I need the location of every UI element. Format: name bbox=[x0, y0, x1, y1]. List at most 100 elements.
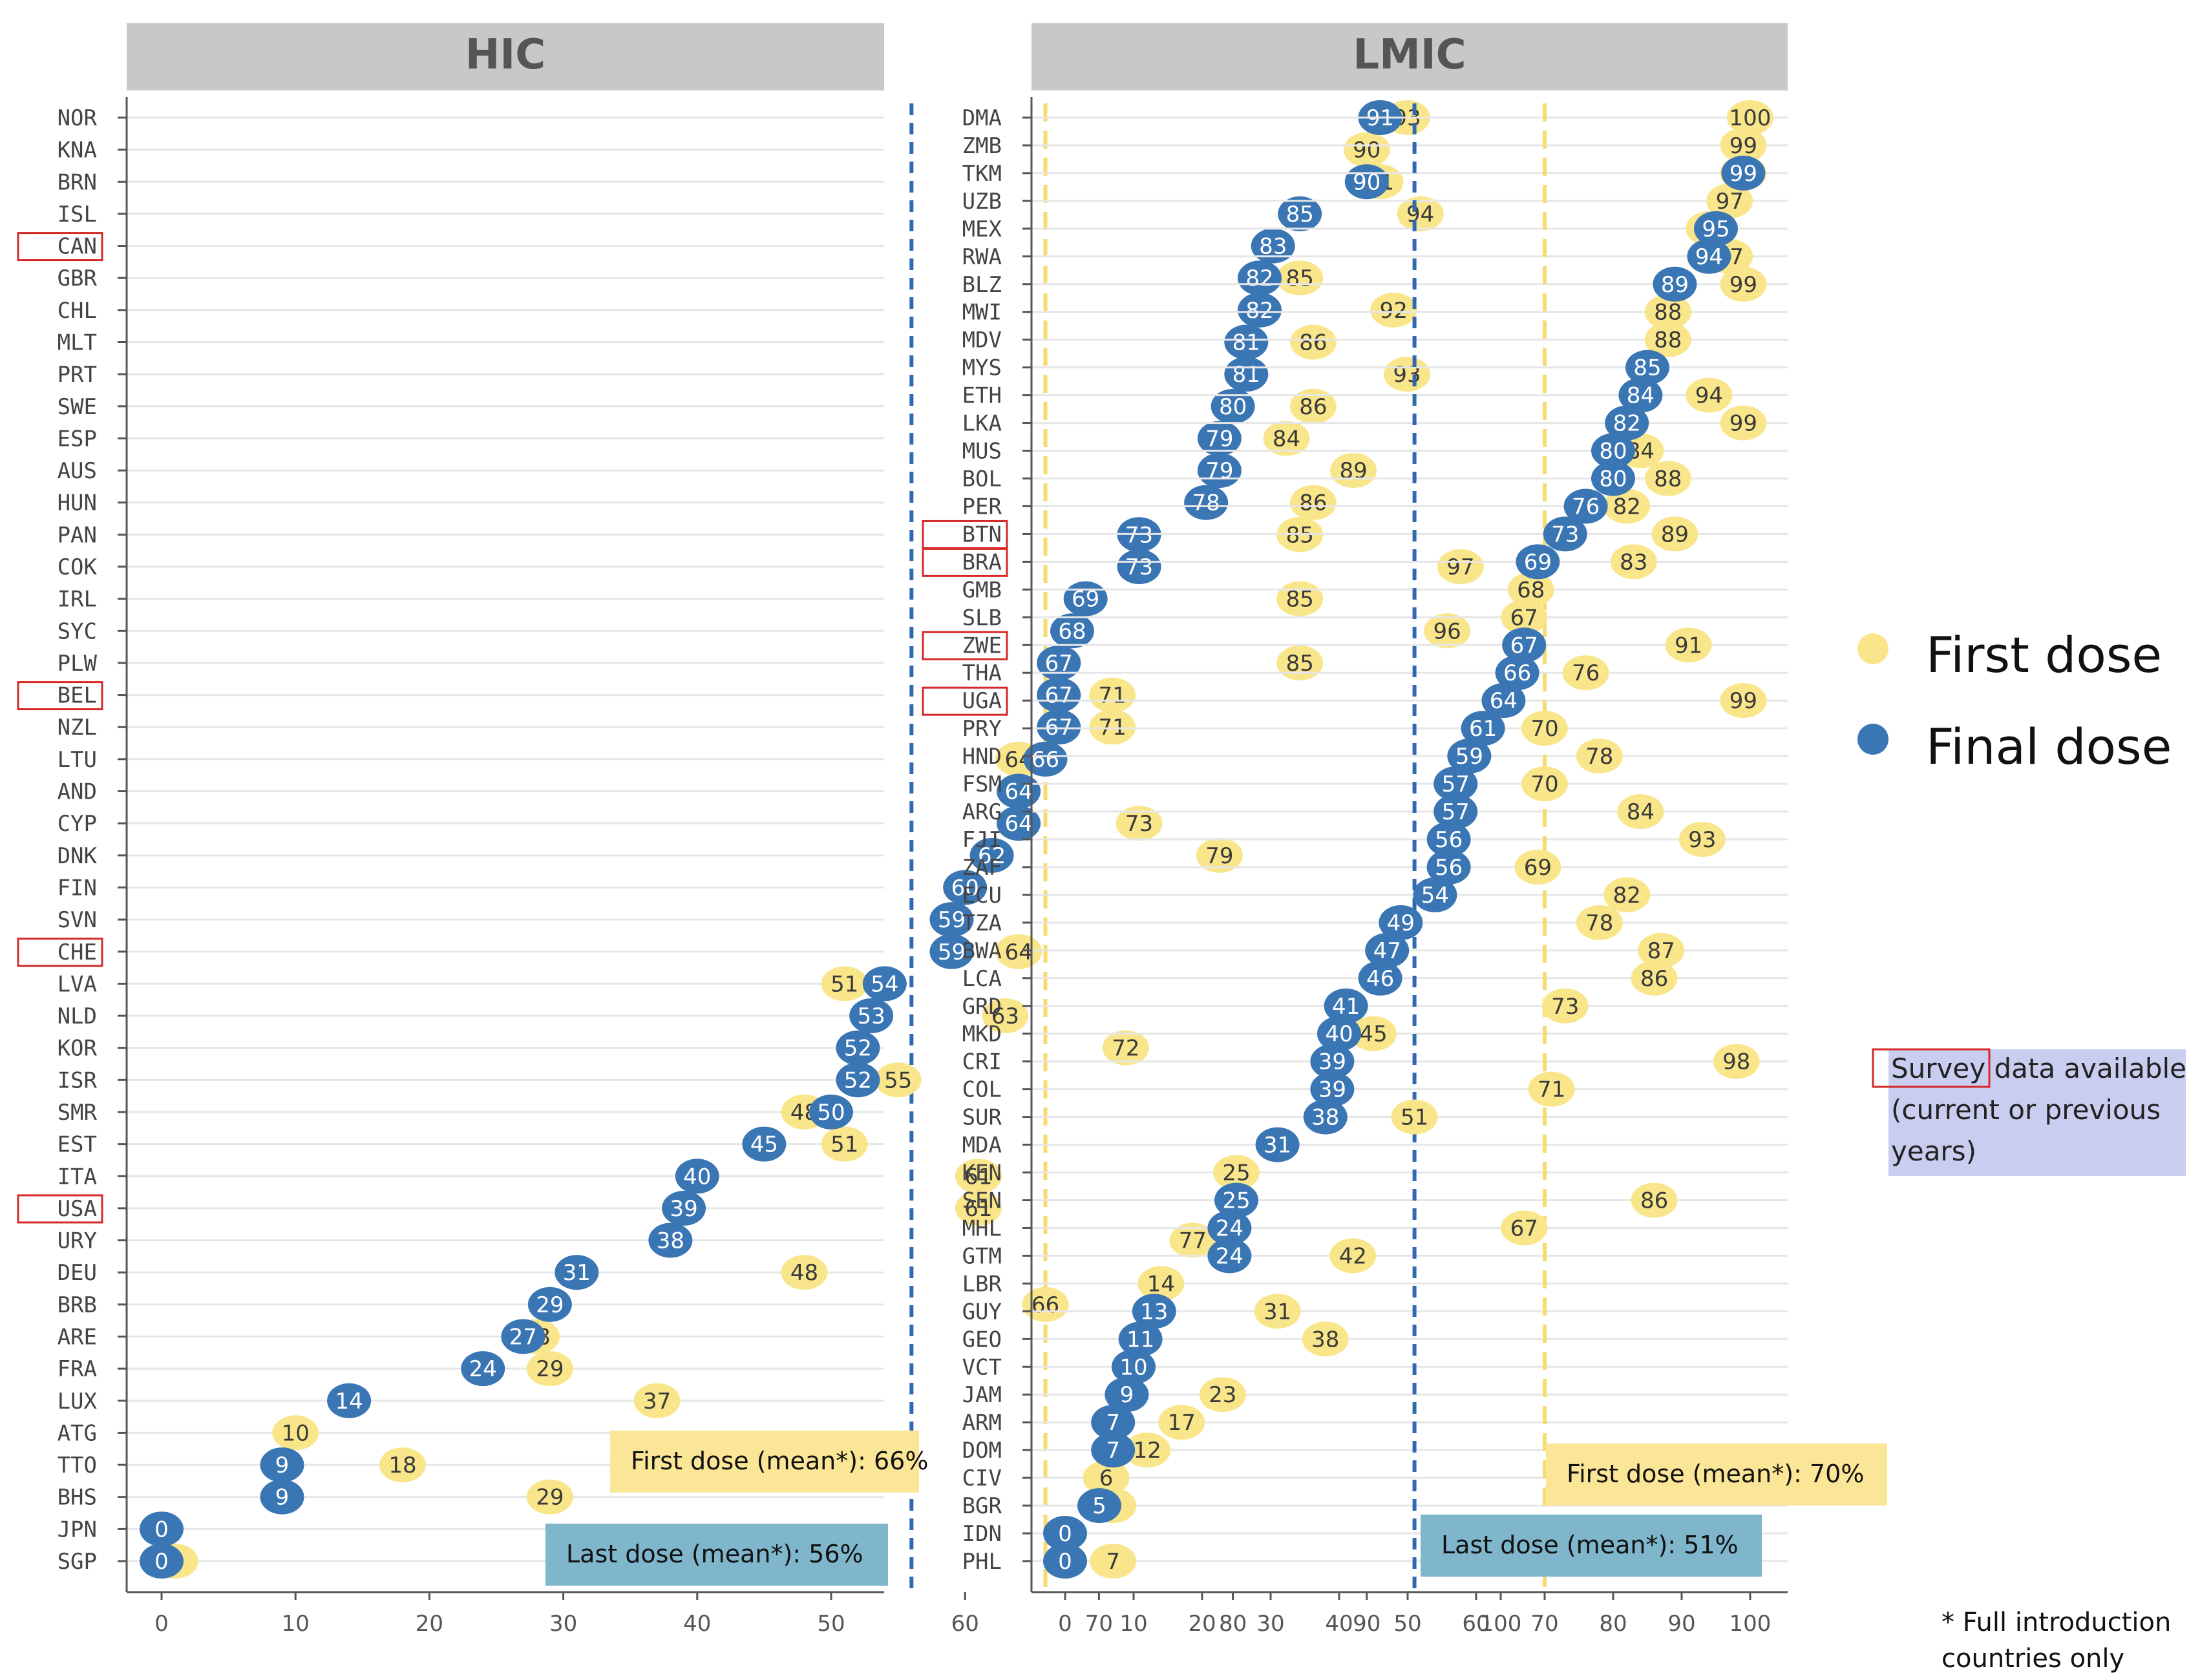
hic-final-dose-value: 50 bbox=[817, 1100, 845, 1126]
lmic-x-tick-label: 70 bbox=[1530, 1611, 1558, 1637]
hic-first-dose-value: 84 bbox=[1273, 426, 1300, 452]
lmic-final-dose-value: 25 bbox=[1222, 1188, 1250, 1214]
hic-final-dose-dot bbox=[836, 1030, 880, 1066]
lmic-final-dose-dot bbox=[1426, 849, 1471, 885]
hic-country-label: FRA bbox=[58, 1356, 97, 1382]
lmic-country-label: ETH bbox=[962, 383, 1002, 409]
hic-first-dose-dot bbox=[526, 1479, 573, 1515]
lmic-country-label: SLB bbox=[962, 605, 1002, 631]
hic-first-dose-value: 18 bbox=[388, 1453, 416, 1478]
hic-country-label: IRL bbox=[58, 587, 97, 613]
hic-first-dose-value: 73 bbox=[1125, 811, 1153, 837]
lmic-first-dose-dot bbox=[1638, 932, 1685, 968]
hic-final-dose-dot bbox=[1117, 549, 1161, 585]
lmic-country-label: GMB bbox=[962, 577, 1002, 603]
lmic-final-dose-value: 24 bbox=[1216, 1243, 1243, 1269]
hic-final-dose-value: 9 bbox=[275, 1453, 290, 1478]
lmic-first-dose-value: 86 bbox=[1640, 1188, 1668, 1214]
lmic-first-dose-value: 83 bbox=[1620, 549, 1647, 575]
lmic-country-label: JAM bbox=[962, 1382, 1002, 1408]
hic-first-dose-dot bbox=[379, 1447, 426, 1483]
lmic-first-dose-value: 69 bbox=[1524, 855, 1552, 881]
hic-final-dose-dot bbox=[1278, 196, 1322, 231]
hic-final-dose-dot bbox=[555, 1255, 599, 1290]
lmic-final-dose-dot bbox=[1433, 794, 1478, 830]
hic-final-dose-value: 31 bbox=[563, 1260, 591, 1286]
lmic-first-dose-dot bbox=[1665, 627, 1712, 663]
lmic-final-dose-value: 64 bbox=[1490, 688, 1518, 714]
lmic-final-dose-value: 80 bbox=[1599, 467, 1627, 492]
lmic-first-dose-dot bbox=[1576, 739, 1623, 774]
lmic-final-dose-value: 40 bbox=[1325, 1022, 1353, 1047]
lmic-final-dose-value: 24 bbox=[1216, 1215, 1243, 1241]
lmic-first-dose-dot bbox=[1644, 322, 1691, 357]
hic-x-tick-label: 100 bbox=[1480, 1611, 1522, 1637]
lmic-country-label: DOM bbox=[962, 1438, 1002, 1464]
lmic-country-label: VCT bbox=[962, 1354, 1002, 1380]
lmic-country-label: SEN bbox=[962, 1188, 1002, 1214]
hic-country-label: NOR bbox=[58, 105, 98, 131]
hic-final-dose-value: 68 bbox=[1058, 618, 1086, 644]
hic-first-dose-dot bbox=[1397, 196, 1444, 231]
lmic-first-dose-value: 23 bbox=[1209, 1382, 1236, 1408]
hic-final-dose-value: 80 bbox=[1219, 394, 1247, 420]
legend-first-dose-label: First dose bbox=[1926, 626, 2162, 684]
lmic-country-label: THA bbox=[962, 660, 1002, 686]
lmic-first-dose-value: 89 bbox=[1661, 521, 1689, 547]
lmic-first-dose-value: 98 bbox=[1722, 1049, 1750, 1075]
hic-final-dose-value: 67 bbox=[1045, 683, 1073, 709]
lmic-final-dose-dot bbox=[1310, 1044, 1355, 1079]
lmic-first-dose-dot bbox=[1090, 1544, 1137, 1579]
hic-final-dose-value: 29 bbox=[536, 1292, 564, 1318]
lmic-final-dose-dot bbox=[1324, 988, 1368, 1024]
hic-final-dose-value: 14 bbox=[335, 1389, 363, 1414]
lmic-country-label: UGA bbox=[962, 688, 1002, 714]
lmic-country-label: GTM bbox=[962, 1243, 1002, 1269]
hic-final-dose-dot bbox=[648, 1223, 693, 1258]
hic-country-label: ISR bbox=[58, 1067, 98, 1093]
lmic-final-dose-value: 11 bbox=[1126, 1327, 1154, 1352]
hic-survey-marker bbox=[17, 938, 103, 967]
hic-final-dose-dot bbox=[943, 870, 988, 905]
hic-final-dose-value: 40 bbox=[683, 1164, 711, 1190]
lmic-first-dose-value: 42 bbox=[1339, 1243, 1367, 1269]
lmic-first-dose-dot bbox=[1350, 1016, 1397, 1051]
legend-final-dose-label: Final dose bbox=[1926, 718, 2172, 775]
hic-country-label: BEL bbox=[58, 683, 97, 709]
hic-first-dose-dot bbox=[1022, 1286, 1069, 1322]
lmic-first-dose-dot bbox=[1720, 683, 1767, 719]
lmic-final-dose-value: 95 bbox=[1702, 216, 1729, 242]
hic-final-dose-value: 24 bbox=[469, 1356, 497, 1382]
lmic-country-label: GRD bbox=[962, 994, 1002, 1020]
lmic-final-dose-dot bbox=[1413, 877, 1457, 912]
hic-first-dose-value: 64 bbox=[1004, 940, 1032, 965]
hic-first-dose-dot bbox=[781, 1255, 828, 1290]
hic-first-dose-value: 51 bbox=[830, 1132, 858, 1158]
hic-country-label: ARE bbox=[58, 1324, 97, 1350]
lmic-first-dose-value: 67 bbox=[1510, 605, 1538, 631]
lmic-final-dose-value: 59 bbox=[1455, 744, 1483, 770]
lmic-final-dose-dot bbox=[1694, 211, 1738, 246]
lmic-final-dose-dot bbox=[1043, 1544, 1087, 1579]
lmic-first-dose-value: 82 bbox=[1613, 494, 1641, 520]
hic-final-dose-dot bbox=[1251, 228, 1295, 264]
hic-final-dose-dot bbox=[1238, 292, 1282, 328]
hic-final-dose-value: 0 bbox=[154, 1517, 169, 1542]
lmic-country-label: LCA bbox=[962, 966, 1002, 992]
lmic-final-dose-dot bbox=[1358, 960, 1402, 996]
lmic-first-dose-value: 99 bbox=[1729, 411, 1757, 437]
hic-country-label: LTU bbox=[58, 747, 97, 773]
lmic-first-dose-value: 88 bbox=[1654, 300, 1682, 326]
lmic-final-dose-dot bbox=[1591, 433, 1635, 468]
hic-country-label: NLD bbox=[58, 1003, 97, 1029]
hic-final-dose-dot bbox=[260, 1479, 304, 1515]
hic-country-label: ATG bbox=[58, 1420, 97, 1446]
hic-country-label: SWE bbox=[58, 394, 97, 420]
lmic-country-label: MDA bbox=[962, 1133, 1002, 1159]
lmic-first-dose-value: 76 bbox=[1572, 660, 1600, 686]
lmic-final-dose-value: 46 bbox=[1366, 966, 1394, 992]
lmic-country-label: MKD bbox=[962, 1022, 1002, 1047]
hic-title: HIC bbox=[465, 31, 545, 79]
lmic-first-dose-value: 14 bbox=[1147, 1271, 1175, 1297]
hic-final-dose-value: 73 bbox=[1125, 522, 1153, 548]
